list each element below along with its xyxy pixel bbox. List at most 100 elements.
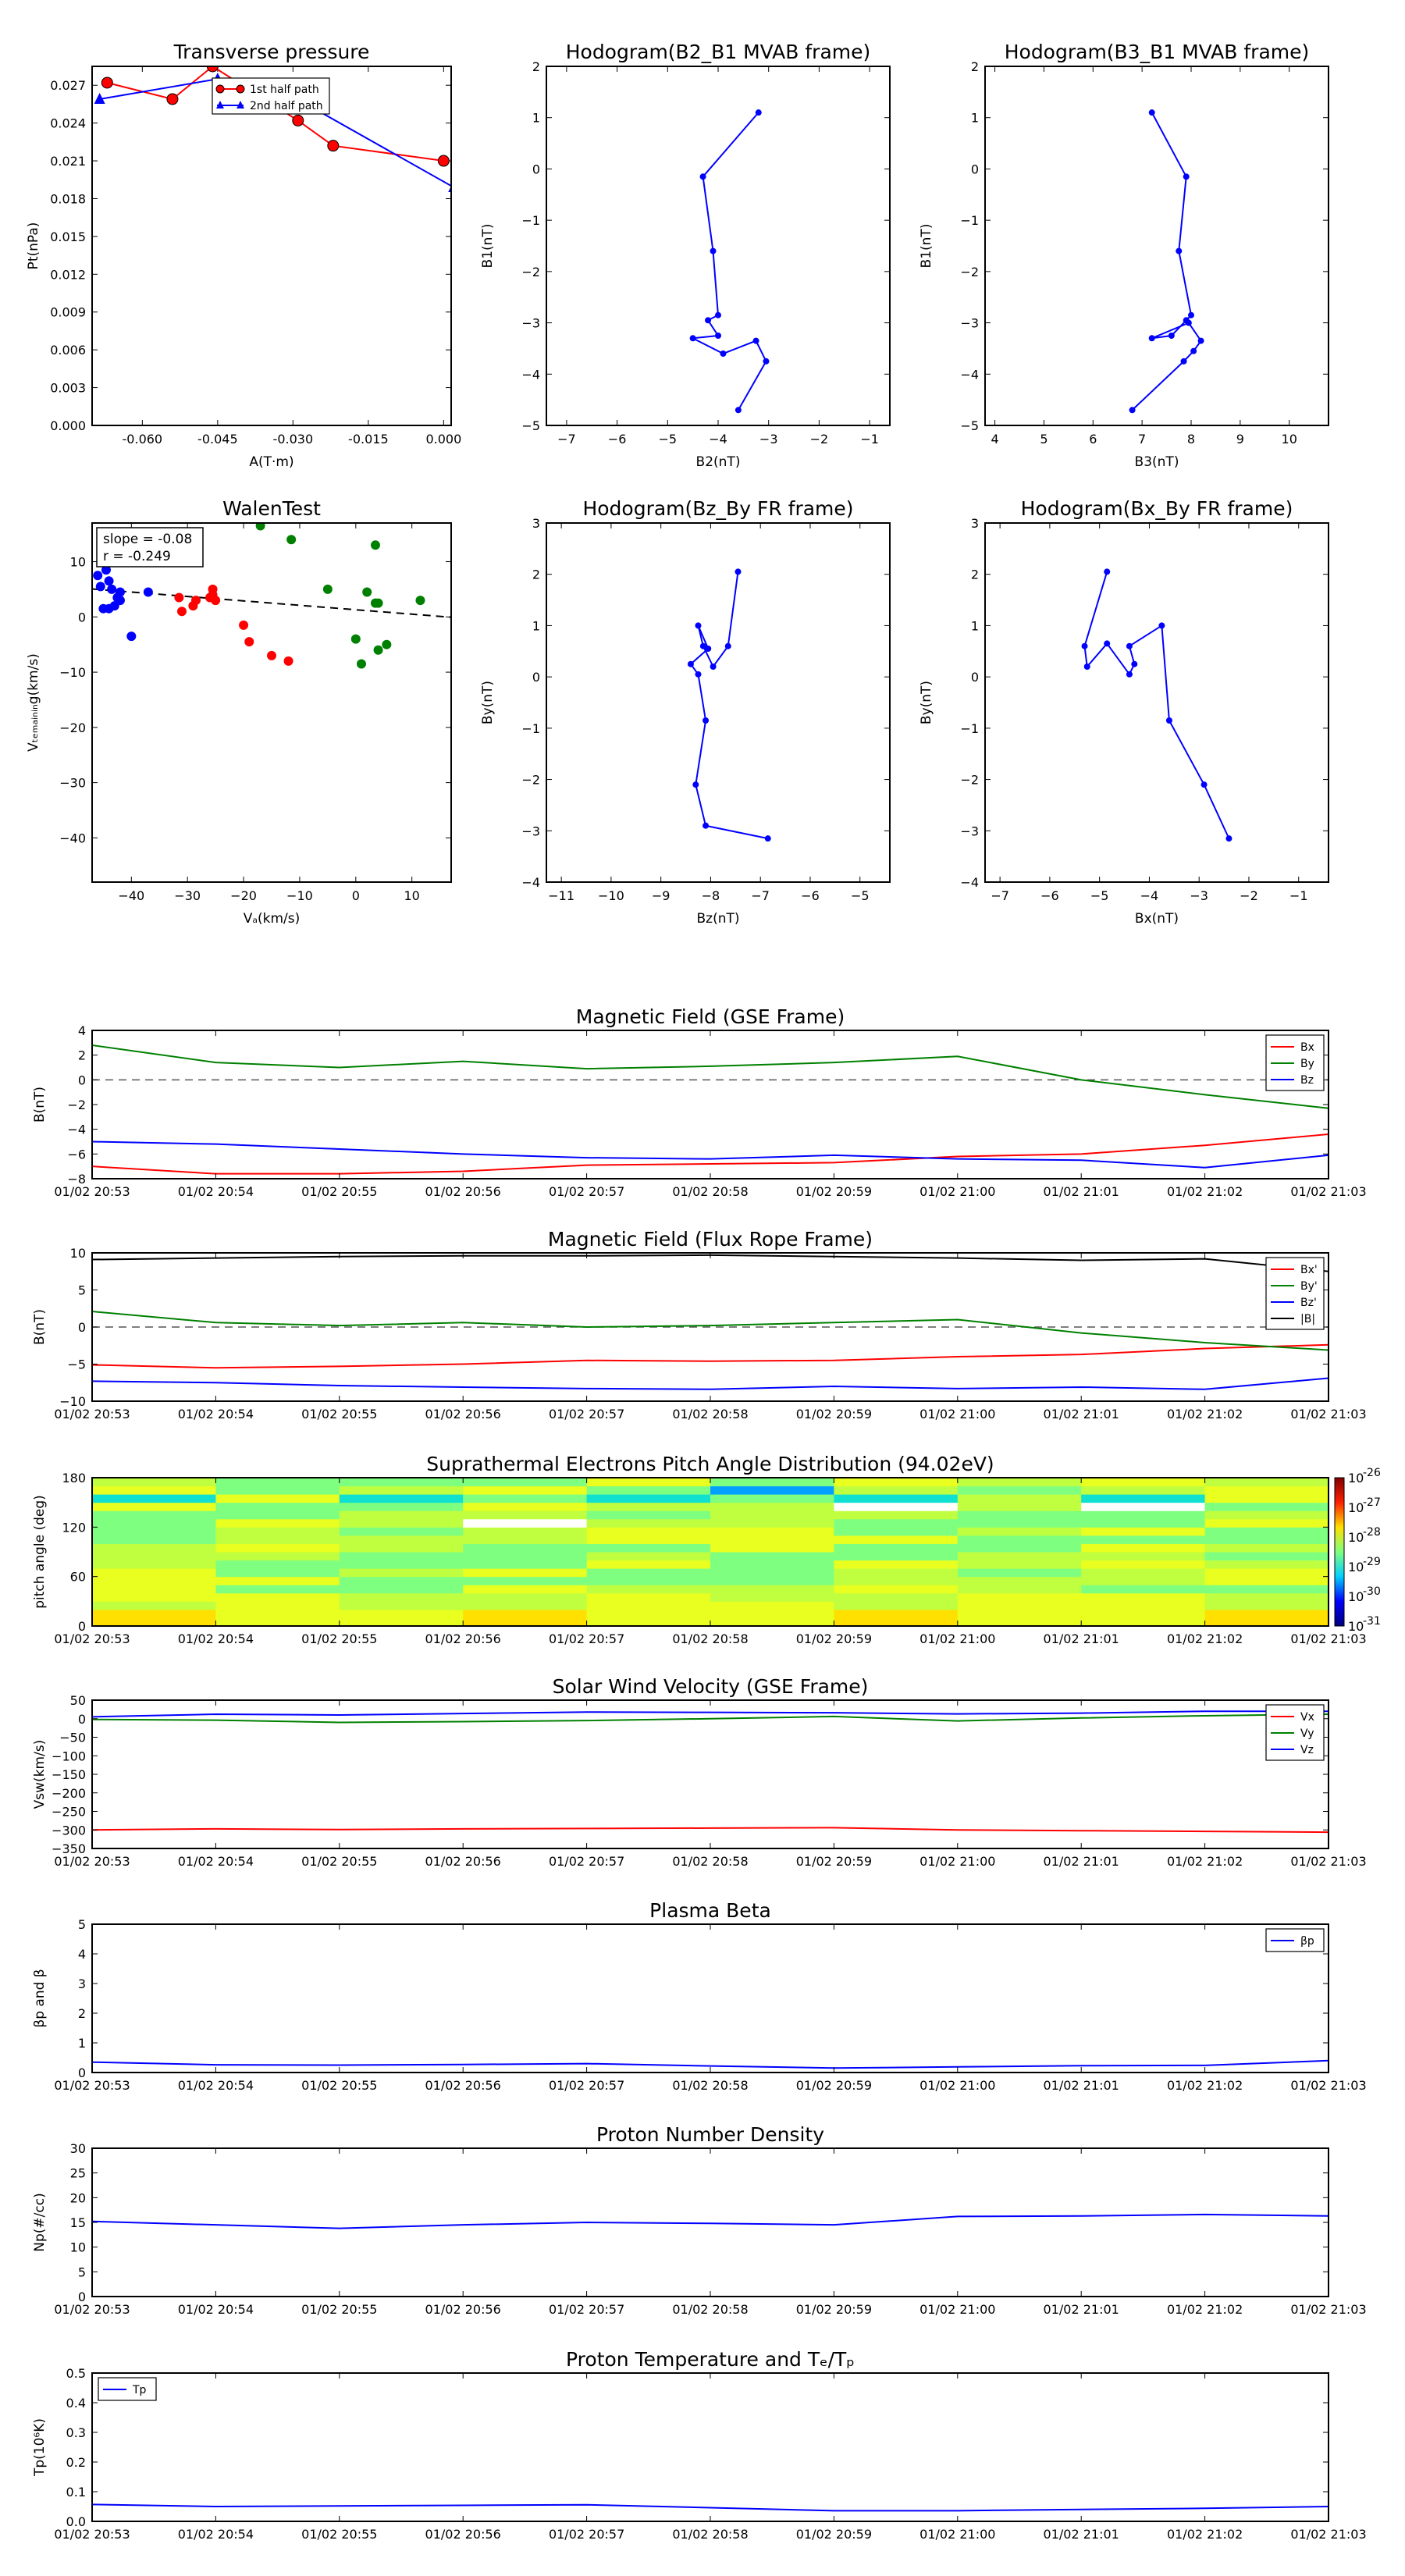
y-tick-label: 0.3 <box>66 2425 86 2440</box>
heatmap-cell <box>463 1560 588 1569</box>
heatmap-cell <box>463 1494 588 1503</box>
heatmap-cell <box>834 1494 959 1503</box>
heatmap-cell <box>215 1535 340 1544</box>
data-point <box>322 584 333 594</box>
x-axis-label: Vₐ(km/s) <box>244 911 301 927</box>
heatmap-cells <box>92 1478 1329 1626</box>
series-line <box>1131 112 1202 411</box>
y-tick-label: −100 <box>52 1749 86 1763</box>
panel-title: Proton Number Density <box>596 2123 824 2146</box>
y-tick-label: 0.021 <box>50 154 86 169</box>
x-axis-label: A(T·m) <box>249 454 293 470</box>
heatmap-cell <box>463 1510 588 1520</box>
y-axis-label: B(nT) <box>32 1087 48 1123</box>
x-tick-label: 01/02 20:58 <box>672 1407 748 1421</box>
heatmap-cell <box>1204 1510 1329 1520</box>
heatmap-cell <box>463 1601 588 1610</box>
data-point <box>1083 664 1090 670</box>
heatmap-cell <box>1204 1494 1329 1503</box>
heatmap-cell <box>463 1543 588 1553</box>
x-tick-label: 01/02 20:58 <box>672 2527 748 2542</box>
y-tick-label: 1 <box>532 618 540 633</box>
data-point <box>1126 671 1133 678</box>
y-tick-label: 5 <box>78 1283 86 1298</box>
heatmap-cell <box>215 1543 340 1553</box>
x-tick-label: −6 <box>1040 888 1059 903</box>
series-line-2 <box>92 1710 1329 1718</box>
data-point <box>735 568 742 575</box>
series-line-0 <box>92 1827 1329 1834</box>
heatmap-cell <box>1081 1552 1206 1561</box>
data-point <box>687 660 694 667</box>
heatmap-cell <box>957 1560 1082 1569</box>
y-axis-label: βp and β <box>32 1969 48 2027</box>
y-tick-label: 0.006 <box>50 343 86 358</box>
heatmap-cell <box>463 1609 588 1618</box>
x-tick-label: 01/02 20:54 <box>178 2527 254 2542</box>
panel-frame <box>91 1477 1329 1627</box>
data-point <box>1200 781 1208 788</box>
heatmap-cell <box>463 1585 588 1594</box>
heatmap-cell <box>215 1617 340 1626</box>
x-tick-label: 8 <box>1187 432 1195 447</box>
data-point <box>735 407 742 414</box>
x-tick-label: 01/02 21:00 <box>919 1631 995 1646</box>
x-tick-label: −6 <box>608 432 627 447</box>
y-tick-label: 50 <box>70 1693 86 1708</box>
legend-label: |B| <box>1300 1313 1315 1325</box>
heatmap-cell <box>463 1576 588 1585</box>
heatmap-cell <box>1081 1592 1206 1602</box>
heatmap-cell <box>710 1494 834 1503</box>
chart-title: Hodogram(B2_B1 MVAB frame) <box>566 41 871 63</box>
panel-title: Plasma Beta <box>649 1899 771 1922</box>
heatmap-cell <box>463 1518 588 1528</box>
heatmap-cell <box>215 1518 340 1528</box>
heatmap-cell <box>339 1617 464 1626</box>
x-tick-label: −9 <box>652 888 670 903</box>
heatmap-cell <box>586 1601 711 1610</box>
data-point <box>1168 333 1175 339</box>
data-point <box>1148 109 1155 116</box>
heatmap-cell <box>339 1485 464 1495</box>
y-tick-label: −10 <box>59 1394 86 1409</box>
legend-marker <box>215 84 225 94</box>
heatmap-cell <box>92 1609 216 1618</box>
x-tick-label: 01/02 20:56 <box>425 1854 501 1869</box>
data-point <box>1188 311 1194 318</box>
x-axis-label: Bz(nT) <box>696 911 739 927</box>
colorbar-tick-label: 10 <box>1348 1500 1364 1515</box>
y-tick-label: 1 <box>532 111 540 126</box>
data-point <box>373 598 383 608</box>
heatmap-cell <box>957 1535 1082 1544</box>
x-tick-label: 01/02 21:01 <box>1044 1407 1119 1421</box>
x-tick-label: 01/02 21:00 <box>919 1854 995 1869</box>
data-point <box>373 645 383 655</box>
y-tick-label: −2 <box>521 773 540 788</box>
y-tick-label: −4 <box>67 1123 86 1137</box>
x-tick-label: 01/02 20:54 <box>178 2078 254 2093</box>
heatmap-cell <box>710 1535 834 1544</box>
heatmap-cell <box>215 1609 340 1618</box>
x-tick-label: 01/02 20:57 <box>549 2078 624 2093</box>
chart-title: Hodogram(Bz_By FR frame) <box>582 497 853 520</box>
x-tick-label: −5 <box>1090 888 1109 903</box>
data-point <box>715 311 721 318</box>
legend-marker <box>216 101 224 109</box>
y-tick-label: −4 <box>521 367 540 382</box>
series-line <box>690 112 767 411</box>
heatmap-cell <box>834 1510 959 1520</box>
data-point <box>267 650 276 660</box>
y-tick-label: −1 <box>521 213 540 228</box>
data-point <box>190 596 201 606</box>
heatmap-cell <box>339 1576 464 1585</box>
plot-frame <box>984 522 1329 883</box>
y-tick-label: −6 <box>67 1147 86 1162</box>
legend-label: Tp <box>132 2384 147 2396</box>
y-tick-label: 0 <box>78 1619 86 1634</box>
heatmap-cell <box>957 1552 1082 1561</box>
x-tick-label: 01/02 20:55 <box>301 1854 377 1869</box>
y-tick-label: 0 <box>971 162 979 176</box>
legend-box <box>212 77 330 115</box>
x-tick-label: 01/02 21:02 <box>1167 2302 1243 2317</box>
heatmap-cell <box>957 1543 1082 1553</box>
